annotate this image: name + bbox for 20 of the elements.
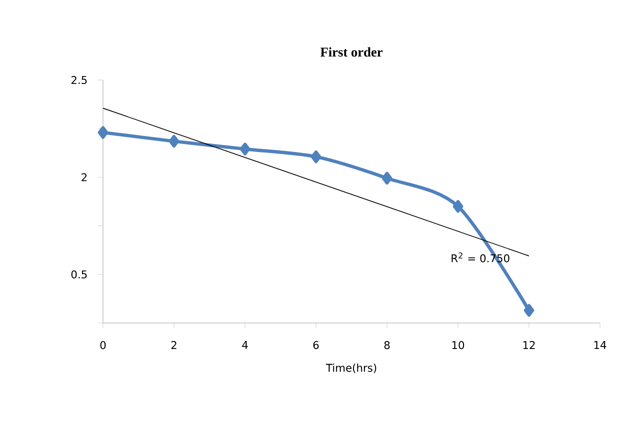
point [168,134,180,148]
point [310,150,322,164]
x-tick-label: 2 [171,341,176,349]
x-tick-label: 8 [384,341,390,350]
x-tick-label: 14 [594,341,606,349]
x-tick-label: 12 [523,341,535,349]
point [240,142,250,156]
point [524,304,534,317]
x-tick-label: 6 [313,341,319,350]
point [98,126,108,139]
y-tick-label: 0.5 [71,270,87,278]
x-tick-label: 4 [242,341,248,349]
x-axis-title: Time(hrs) [326,364,376,374]
y-tick-label: 2 [82,173,87,182]
chart-title: First order [320,47,382,57]
x-tick-label: 0 [100,341,106,350]
point [382,172,392,185]
point [452,200,464,213]
y-tick-label: 2.5 [71,76,87,84]
x-tick-label: 10 [452,341,464,350]
